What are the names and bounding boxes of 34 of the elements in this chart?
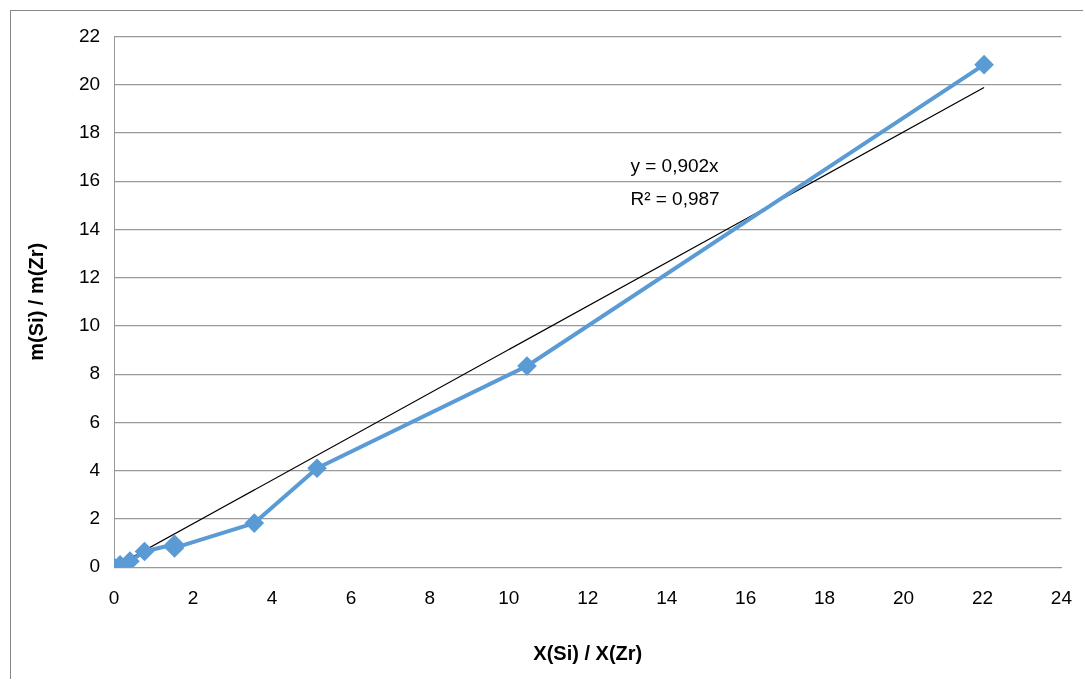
point: [308, 459, 327, 478]
y-tick-label: 10: [78, 314, 101, 336]
x-tick-label: 8: [424, 586, 436, 608]
x-tick-label: 24: [1050, 586, 1073, 608]
y-axis-title: m(Si) / m(Zr): [24, 242, 47, 361]
x-tick-label: 10: [498, 586, 520, 608]
y-tick-label: 20: [78, 72, 101, 94]
annotation: R² = 0,987: [630, 187, 720, 209]
y-tick-label: 4: [89, 458, 101, 480]
y-tick-label: 6: [89, 410, 101, 432]
annotation: y = 0,902x: [630, 154, 720, 176]
x-tick-label: 4: [266, 586, 278, 608]
x-tick-label: 2: [187, 586, 199, 608]
point: [245, 514, 264, 533]
y-tick-label: 16: [78, 169, 101, 191]
x-tick-label: 6: [345, 586, 357, 608]
x-tick-label: 12: [577, 586, 599, 608]
y-tick-label: 8: [89, 362, 101, 384]
point: [975, 55, 994, 74]
y-tick-label: 0: [89, 555, 101, 577]
point: [135, 542, 154, 561]
y-tick-label: 12: [78, 265, 101, 287]
y-tick-label: 2: [89, 507, 101, 529]
x-axis-title: X(Si) / X(Zr): [533, 641, 643, 664]
x-tick-label: 16: [735, 586, 757, 608]
x-tick-label: 14: [656, 586, 678, 608]
y-tick-label: 18: [78, 121, 101, 143]
x-tick-label: 22: [971, 586, 994, 608]
x-tick-label: 0: [108, 586, 120, 608]
y-tick-label: 14: [78, 217, 101, 239]
y-tick-label: 22: [78, 24, 101, 46]
x-tick-label: 20: [892, 586, 915, 608]
x-tick-label: 18: [814, 586, 836, 608]
point: [518, 356, 536, 375]
